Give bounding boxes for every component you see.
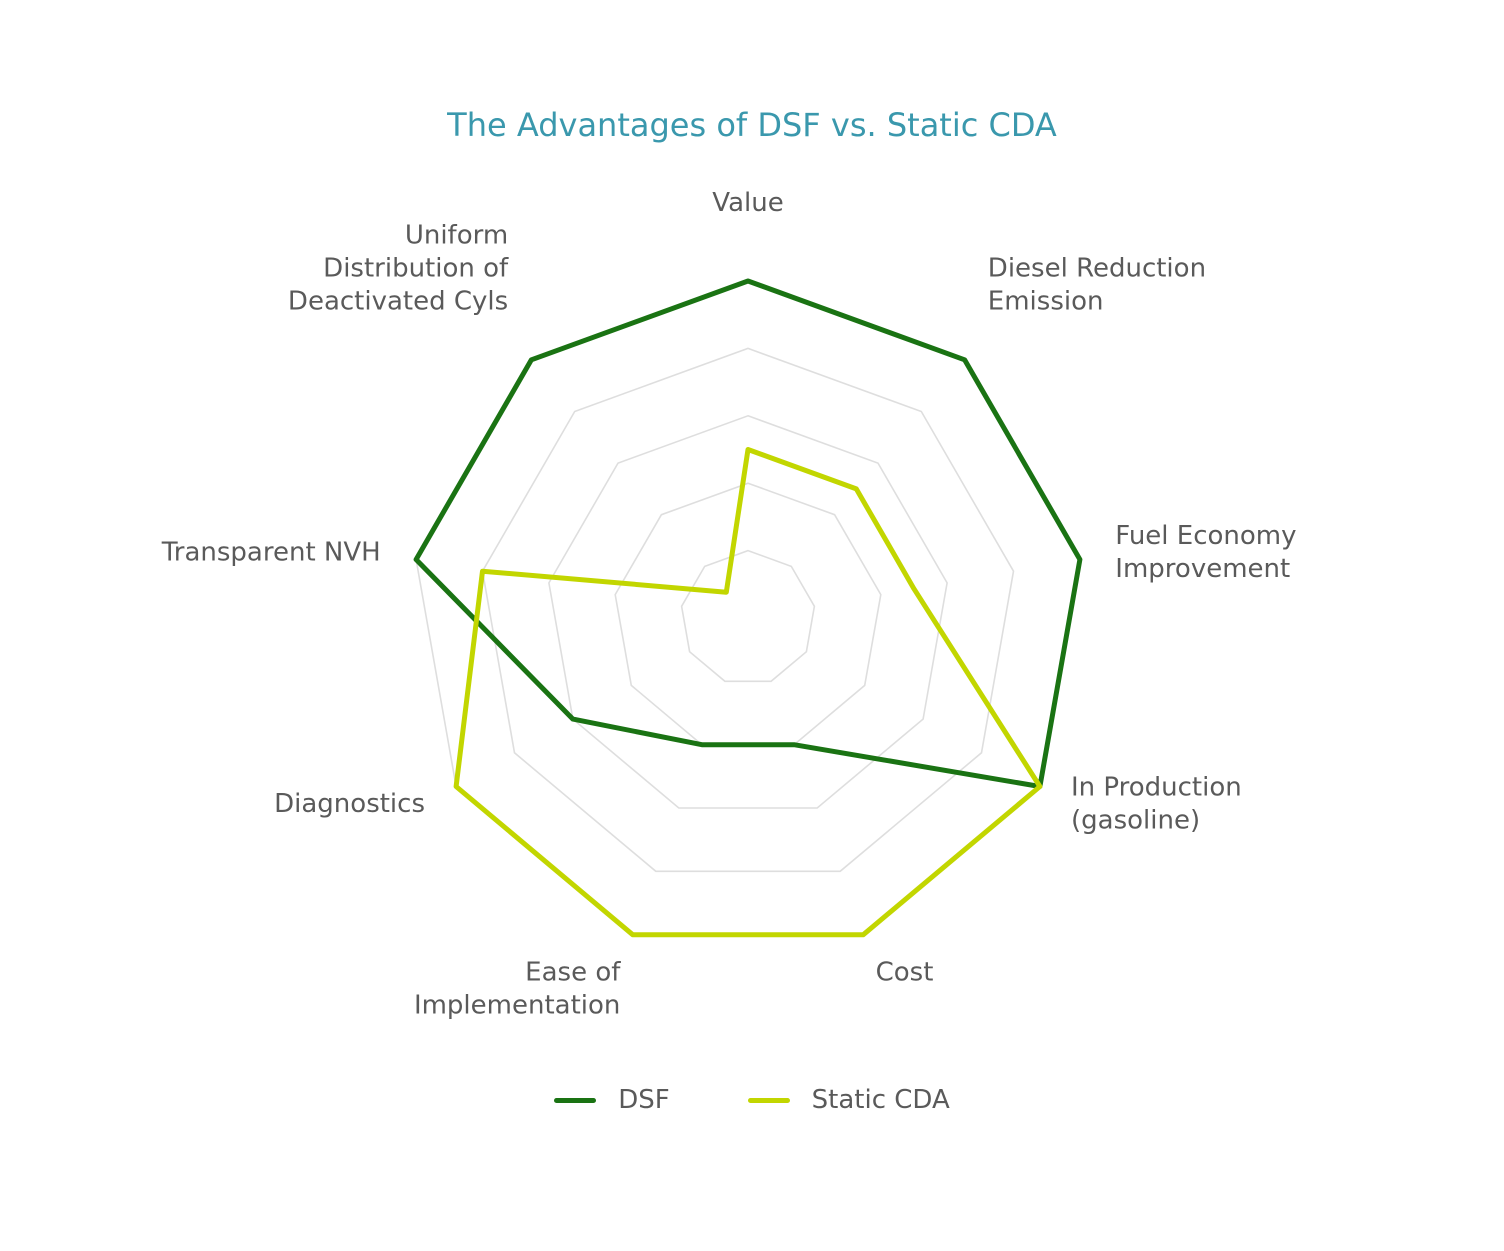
axis-label: Uniform Distribution of Deactivated Cyls	[288, 220, 509, 316]
axis-label-layer: Value Diesel Reduction Emission Fuel Econom…	[161, 188, 1297, 1021]
grid-ring	[481, 347, 1015, 873]
chart-title: The Advantages of DSF vs. Static CDA	[447, 106, 1057, 144]
axis-label: Transparent NVH	[161, 538, 381, 568]
legend: DSF Static CDA	[0, 1080, 1504, 1120]
axis-label: In Production (gasoline)	[1071, 772, 1242, 835]
legend-swatch-static-cda	[747, 1097, 790, 1103]
legend-item-static-cda[interactable]: Static CDA	[747, 1085, 950, 1115]
axis-label: Fuel Economy Improvement	[1115, 521, 1296, 584]
axis-label: Diesel Reduction Emission	[988, 253, 1206, 316]
legend-item-dsf[interactable]: DSF	[554, 1085, 670, 1115]
grid-ring	[548, 414, 948, 809]
series-line-static-cda	[453, 447, 1043, 938]
axis-label: Ease of Implementation	[414, 958, 621, 1021]
axis-label: Value	[712, 188, 783, 218]
series-layer	[413, 278, 1083, 938]
grid-ring	[680, 549, 816, 683]
legend-label-static-cda: Static CDA	[811, 1085, 950, 1115]
axis-label: Diagnostics	[274, 789, 425, 819]
legend-swatch-dsf	[554, 1097, 597, 1103]
axis-label: Cost	[876, 958, 934, 988]
series-line-dsf	[413, 278, 1083, 789]
legend-label-dsf: DSF	[618, 1085, 670, 1115]
grid-ring	[614, 482, 882, 746]
